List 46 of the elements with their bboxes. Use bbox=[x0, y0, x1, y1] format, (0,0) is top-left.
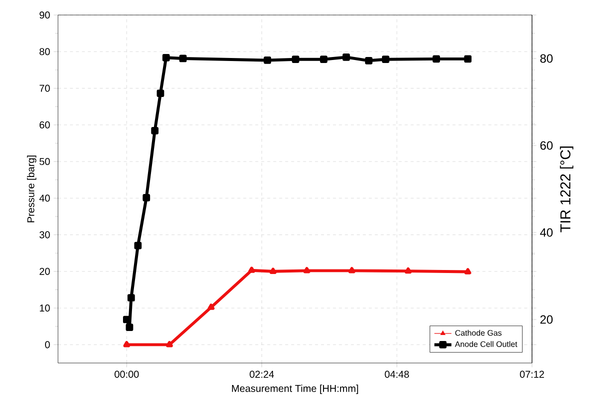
point bbox=[248, 266, 256, 273]
point bbox=[464, 55, 472, 63]
x-tick-label: 00:00 bbox=[114, 370, 139, 378]
point bbox=[348, 267, 356, 274]
point bbox=[264, 56, 272, 64]
x-tick-label: 02:24 bbox=[250, 370, 274, 378]
x-tick-label: 07:12 bbox=[520, 370, 544, 378]
y-tick-label: 70 bbox=[40, 84, 50, 92]
point bbox=[166, 340, 173, 348]
y2-tick-label: 20 bbox=[540, 315, 553, 324]
y2-tick-label: 80 bbox=[540, 54, 553, 63]
y2-axis-title: TIR 1222 [°C] bbox=[560, 146, 574, 232]
point bbox=[128, 294, 135, 302]
y-tick-label: 40 bbox=[39, 194, 50, 202]
y-tick-label: 60 bbox=[40, 121, 50, 128]
y2-tick-label: 60 bbox=[540, 141, 553, 150]
point bbox=[365, 56, 372, 64]
point bbox=[464, 268, 472, 274]
y-tick-label: 0 bbox=[45, 341, 50, 348]
point bbox=[151, 127, 159, 134]
point bbox=[123, 340, 130, 348]
point bbox=[179, 54, 187, 62]
point bbox=[208, 304, 215, 310]
point bbox=[134, 242, 142, 250]
x-axis-title: Measurement Time [HH:mm] bbox=[232, 384, 358, 394]
point bbox=[320, 56, 328, 64]
point bbox=[404, 267, 412, 274]
y-axis-title: Pressure [barg] bbox=[27, 156, 36, 222]
point bbox=[270, 268, 276, 274]
y-tick-label: 50 bbox=[40, 158, 50, 166]
point bbox=[382, 56, 390, 64]
y-tick-label: 20 bbox=[40, 268, 50, 275]
y2-tick-label: 40 bbox=[540, 228, 553, 237]
point bbox=[126, 324, 134, 332]
y-tick-label: 80 bbox=[40, 48, 50, 56]
y-tick-label: 90 bbox=[40, 11, 50, 19]
point bbox=[342, 54, 350, 61]
point bbox=[142, 194, 150, 202]
point bbox=[432, 55, 440, 63]
y-tick-label: 30 bbox=[40, 231, 50, 238]
point bbox=[303, 267, 310, 274]
y-tick-label: 10 bbox=[40, 304, 50, 312]
point bbox=[292, 56, 300, 64]
point bbox=[162, 54, 170, 62]
point bbox=[156, 90, 164, 97]
x-tick-label: 04:48 bbox=[384, 370, 409, 378]
